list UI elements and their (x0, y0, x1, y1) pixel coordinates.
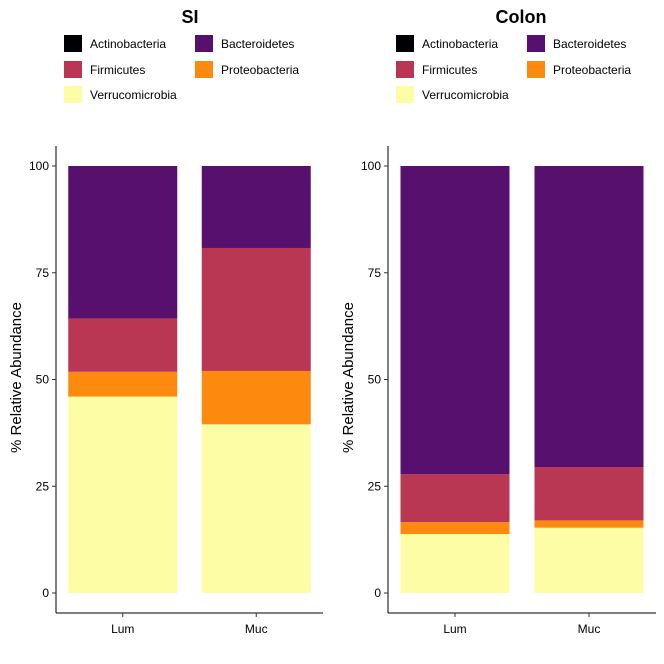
bar-segment-proteobacteria (201, 370, 311, 425)
y-tick-label: 25 (36, 479, 50, 493)
y-tick-label: 50 (368, 373, 382, 387)
bar-segment-proteobacteria (400, 522, 510, 535)
legend-label: Verrucomicrobia (422, 88, 509, 102)
bar-segment-firmicutes (534, 467, 644, 521)
bar-segment-bacteroidetes (400, 166, 510, 475)
bar-segment-verrucomicrobia (68, 396, 178, 593)
legend-item: Proteobacteria (527, 61, 631, 78)
legend-swatch (527, 35, 545, 52)
legend-swatch (396, 35, 414, 52)
legend-item: Verrucomicrobia (396, 86, 509, 103)
x-tick-label: Lum (111, 622, 134, 636)
legend-item: Firmicutes (396, 61, 477, 78)
x-tick-label: Muc (578, 622, 601, 636)
y-tick-label: 0 (374, 586, 381, 600)
bar-segment-firmicutes (68, 318, 178, 372)
legend-item: Verrucomicrobia (64, 86, 177, 103)
bar-segment-bacteroidetes (201, 166, 311, 248)
y-axis-label: % Relative Abundance (340, 302, 357, 453)
legend-swatch (64, 35, 82, 52)
legend-swatch (396, 61, 414, 78)
legend-swatch (396, 86, 414, 103)
legend-item: Proteobacteria (195, 61, 299, 78)
legend-label: Actinobacteria (90, 37, 166, 51)
y-tick-label: 75 (368, 266, 382, 280)
y-tick-label: 100 (361, 159, 381, 173)
bar-segment-verrucomicrobia (534, 527, 644, 593)
legend-label: Actinobacteria (422, 37, 498, 51)
y-tick-label: 0 (42, 586, 49, 600)
legend-swatch (527, 61, 545, 78)
legend-swatch (64, 86, 82, 103)
bar-segment-firmicutes (400, 474, 510, 523)
bar-segment-bacteroidetes (534, 166, 644, 468)
legend-swatch (64, 61, 82, 78)
bar-segment-bacteroidetes (68, 166, 178, 319)
legend-item: Firmicutes (64, 61, 145, 78)
y-tick-label: 50 (36, 373, 50, 387)
x-tick-label: Lum (443, 622, 466, 636)
panel-si: SI Actinobacteria Bacteroidetes Firmicutes P… (8, 7, 323, 636)
legend-swatch (195, 61, 213, 78)
legend-item: Bacteroidetes (195, 35, 294, 52)
y-axis-label: % Relative Abundance (8, 302, 25, 453)
legend-label: Proteobacteria (221, 63, 299, 77)
y-tick-label: 75 (36, 266, 50, 280)
legend-label: Verrucomicrobia (90, 88, 177, 102)
x-tick-label: Muc (245, 622, 268, 636)
bar-segment-proteobacteria (534, 520, 644, 528)
bar-segment-verrucomicrobia (400, 534, 510, 593)
legend-label: Firmicutes (422, 63, 477, 77)
legend-label: Bacteroidetes (553, 37, 626, 51)
bar-segment-verrucomicrobia (201, 424, 311, 593)
panel-colon: Colon Actinobacteria Bacteroidetes Firmicut… (340, 7, 656, 636)
legend-label: Proteobacteria (553, 63, 631, 77)
legend-item: Bacteroidetes (527, 35, 626, 52)
y-tick-label: 25 (368, 479, 382, 493)
bar-segment-firmicutes (201, 247, 311, 371)
legend-label: Firmicutes (90, 63, 145, 77)
panel-title: SI (181, 7, 198, 27)
legend-swatch (195, 35, 213, 52)
y-tick-label: 100 (29, 159, 49, 173)
legend-label: Bacteroidetes (221, 37, 294, 51)
panel-title: Colon (496, 7, 547, 27)
bar-segment-proteobacteria (68, 371, 178, 397)
legend-item: Actinobacteria (64, 35, 166, 52)
legend-item: Actinobacteria (396, 35, 498, 52)
